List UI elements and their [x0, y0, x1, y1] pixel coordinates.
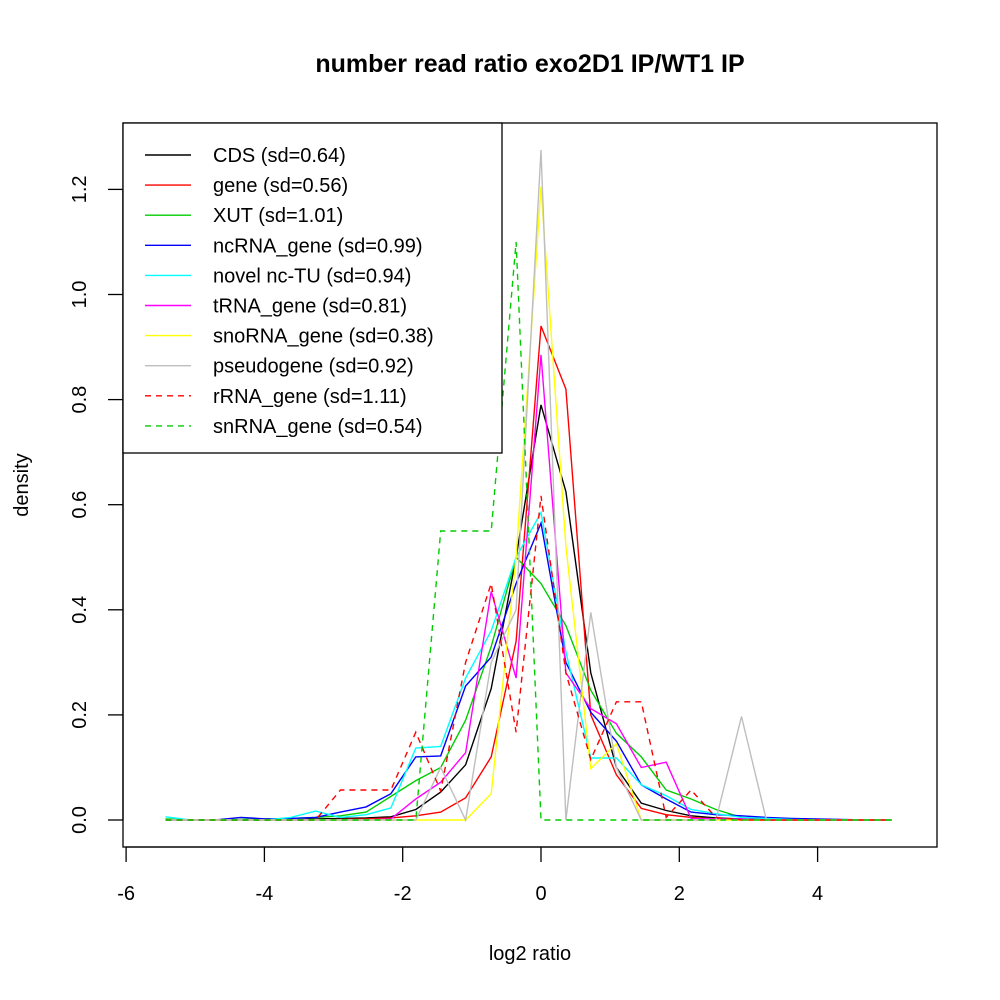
legend-item: novel nc-TU (sd=0.94): [145, 265, 411, 287]
series-line-8: [165, 495, 892, 821]
x-tick-label: 4: [812, 883, 823, 905]
legend-item: snRNA_gene (sd=0.54): [145, 416, 423, 438]
series-line-9: [165, 241, 892, 821]
legend-item: tRNA_gene (sd=0.81): [145, 296, 407, 318]
legend-label: snRNA_gene (sd=0.54): [213, 416, 423, 438]
legend: CDS (sd=0.64) gene (sd=0.56) XUT (sd=1.01)…: [122, 122, 503, 454]
legend-box: [122, 122, 503, 454]
legend-label: novel nc-TU (sd=0.94): [213, 265, 411, 287]
series-line-2: [165, 555, 892, 821]
x-tick-label: -4: [256, 883, 274, 905]
x-tick-label: -2: [394, 883, 412, 905]
series-line-4: [165, 510, 892, 821]
x-tick-label: 2: [674, 883, 685, 905]
y-tick-label: 0.6: [69, 491, 91, 519]
y-tick-label: 1.2: [69, 175, 91, 203]
legend-label: rRNA_gene (sd=1.11): [213, 386, 407, 408]
legend-item: ncRNA_gene (sd=0.99): [145, 235, 423, 257]
x-tick-label: -6: [117, 883, 135, 905]
y-tick-label: 1.0: [69, 281, 91, 309]
y-tick-label: 0.0: [69, 806, 91, 834]
legend-label: XUT (sd=1.01): [213, 205, 343, 227]
legend-item: XUT (sd=1.01): [145, 205, 343, 227]
legend-item: gene (sd=0.56): [145, 175, 348, 197]
legend-label: CDS (sd=0.64): [213, 145, 346, 167]
y-tick-label: 0.2: [69, 701, 91, 729]
y-axis-label: density: [11, 453, 33, 516]
legend-item: snoRNA_gene (sd=0.38): [145, 326, 434, 348]
y-axis: 0.0 0.2 0.4 0.6 0.8 1.0 1.2: [69, 175, 124, 834]
x-axis: -6 -4 -2 0 2 4: [117, 846, 823, 905]
x-axis-label: log2 ratio: [489, 943, 571, 965]
legend-label: snoRNA_gene (sd=0.38): [213, 326, 434, 348]
chart-title: number read ratio exo2D1 IP/WT1 IP: [315, 50, 744, 78]
legend-label: gene (sd=0.56): [213, 175, 348, 197]
legend-label: ncRNA_gene (sd=0.99): [213, 235, 423, 257]
legend-label: pseudogene (sd=0.92): [213, 356, 414, 378]
series-layer: [165, 149, 892, 823]
legend-item: pseudogene (sd=0.92): [145, 356, 414, 378]
legend-label: tRNA_gene (sd=0.81): [213, 296, 407, 318]
legend-item: CDS (sd=0.64): [145, 145, 346, 167]
x-tick-label: 0: [535, 883, 546, 905]
y-tick-label: 0.8: [69, 386, 91, 414]
legend-item: rRNA_gene (sd=1.11): [145, 386, 407, 408]
y-tick-label: 0.4: [69, 596, 91, 624]
series-line-3: [165, 520, 892, 821]
